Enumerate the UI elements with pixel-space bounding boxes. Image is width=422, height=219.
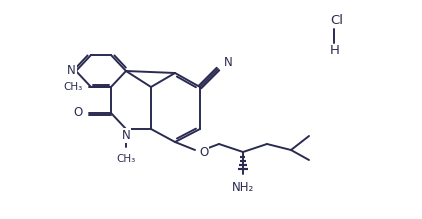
Text: N: N (122, 129, 130, 142)
Text: NH₂: NH₂ (232, 181, 254, 194)
Text: CH₃: CH₃ (116, 154, 135, 164)
Text: Cl: Cl (330, 14, 343, 28)
Text: CH₃: CH₃ (63, 82, 82, 92)
Text: H: H (330, 44, 340, 58)
Text: N: N (67, 65, 76, 78)
Text: O: O (199, 145, 208, 159)
Text: O: O (74, 106, 83, 120)
Text: N: N (224, 57, 233, 69)
